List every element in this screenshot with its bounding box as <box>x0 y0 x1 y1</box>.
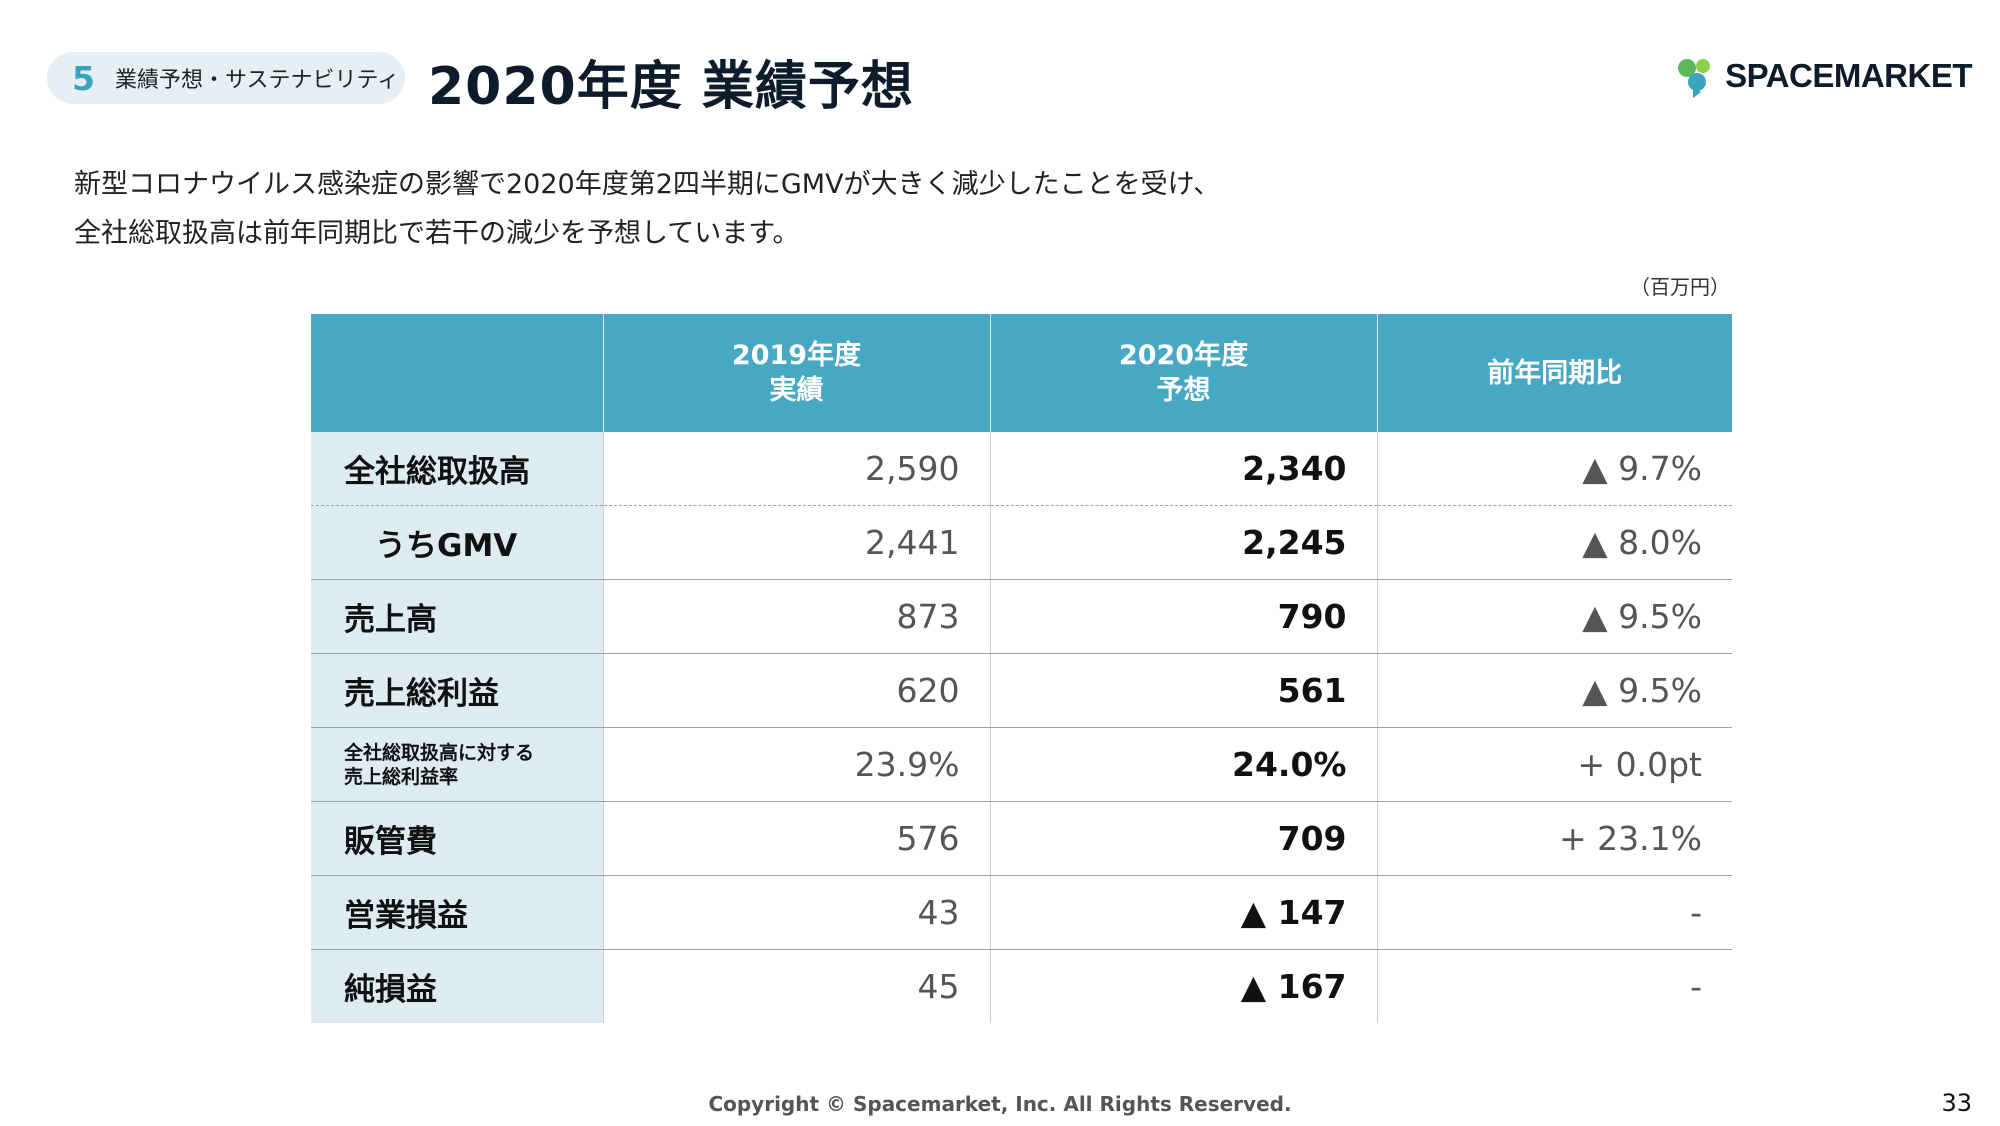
row-label-line-1: 全社総取扱高に対する <box>344 741 535 764</box>
header-yoy: 前年同期比 <box>1376 314 1732 432</box>
header-2020: 2020年度 予想 <box>989 314 1377 432</box>
value-2019: 576 <box>602 801 990 876</box>
header-2019-type: 実績 <box>769 375 824 406</box>
value-yoy: + 0.0pt <box>1376 727 1732 802</box>
header-2020-year: 2020年度 <box>1118 340 1249 371</box>
value-yoy: - <box>1376 949 1732 1023</box>
table-row: 全社総取扱高に対する 売上総利益率 23.9% 24.0% + 0.0pt <box>311 727 1732 802</box>
value-2020: ▲ 167 <box>989 949 1377 1023</box>
table-row: 売上総利益 620 561 ▲ 9.5% <box>311 653 1732 728</box>
table-row: 売上高 873 790 ▲ 9.5% <box>311 579 1732 654</box>
table-row: 純損益 45 ▲ 167 - <box>311 949 1732 1023</box>
value-yoy: ▲ 9.5% <box>1376 653 1732 728</box>
header-2019-year: 2019年度 <box>731 340 862 371</box>
header-2019: 2019年度 実績 <box>602 314 990 432</box>
header-2020-type: 予想 <box>1156 375 1211 406</box>
lead-text: 新型コロナウイルス感染症の影響で2020年度第2四半期にGMVが大きく減少したこ… <box>74 160 1220 258</box>
row-label: 全社総取扱高 <box>311 432 603 506</box>
value-yoy: ▲ 9.5% <box>1376 579 1732 654</box>
company-logo: SPACEMARKET <box>1675 52 1972 100</box>
row-label: 全社総取扱高に対する 売上総利益率 <box>311 727 603 802</box>
lead-line-1: 新型コロナウイルス感染症の影響で2020年度第2四半期にGMVが大きく減少したこ… <box>74 169 1221 200</box>
section-label: 業績予想・サステナビリティ <box>114 68 400 93</box>
section-badge: 5 業績予想・サステナビリティ <box>47 52 405 104</box>
value-2020: 790 <box>989 579 1377 654</box>
row-label: 営業損益 <box>311 875 603 950</box>
value-2019: 873 <box>602 579 990 654</box>
value-yoy: + 23.1% <box>1376 801 1732 876</box>
unit-label: （百万円） <box>1630 275 1730 299</box>
row-label: 売上総利益 <box>311 653 603 728</box>
row-label-line-2: 売上総利益率 <box>344 765 459 788</box>
forecast-table: 2019年度 実績 2020年度 予想 前年同期比 全社総取扱高 2,590 2… <box>311 314 1732 1023</box>
copyright-footer: Copyright © Spacemarket, Inc. All Rights… <box>708 1092 1292 1116</box>
page-title: 2020年度 業績予想 <box>428 57 914 117</box>
value-yoy: ▲ 8.0% <box>1376 505 1732 580</box>
value-2019: 2,441 <box>602 505 990 580</box>
row-label: 売上高 <box>311 579 603 654</box>
value-2019: 2,590 <box>602 432 990 506</box>
table-row: 販管費 576 709 + 23.1% <box>311 801 1732 876</box>
value-2019: 620 <box>602 653 990 728</box>
header-empty <box>311 314 603 432</box>
page-number: 33 <box>1941 1089 1972 1117</box>
table-row: うちGMV 2,441 2,245 ▲ 8.0% <box>311 505 1732 580</box>
table-row: 全社総取扱高 2,590 2,340 ▲ 9.7% <box>311 432 1732 506</box>
logo-text: SPACEMARKET <box>1725 57 1972 94</box>
value-2019: 43 <box>602 875 990 950</box>
section-number: 5 <box>72 58 95 98</box>
value-yoy: ▲ 9.7% <box>1376 432 1732 506</box>
value-2020: 561 <box>989 653 1377 728</box>
value-2020: 709 <box>989 801 1377 876</box>
value-2019: 23.9% <box>602 727 990 802</box>
row-label: 純損益 <box>311 949 603 1023</box>
table-row: 営業損益 43 ▲ 147 - <box>311 875 1732 950</box>
row-label: 販管費 <box>311 801 603 876</box>
value-2020: 2,245 <box>989 505 1377 580</box>
value-yoy: - <box>1376 875 1732 950</box>
lead-line-2: 全社総取扱高は前年同期比で若干の減少を予想しています。 <box>74 218 800 249</box>
table-header-row: 2019年度 実績 2020年度 予想 前年同期比 <box>311 314 1732 432</box>
row-label: うちGMV <box>311 505 603 580</box>
value-2020: ▲ 147 <box>989 875 1377 950</box>
value-2020: 24.0% <box>989 727 1377 802</box>
value-2020: 2,340 <box>989 432 1377 506</box>
value-2019: 45 <box>602 949 990 1023</box>
spacemarket-logo-icon <box>1678 59 1711 98</box>
